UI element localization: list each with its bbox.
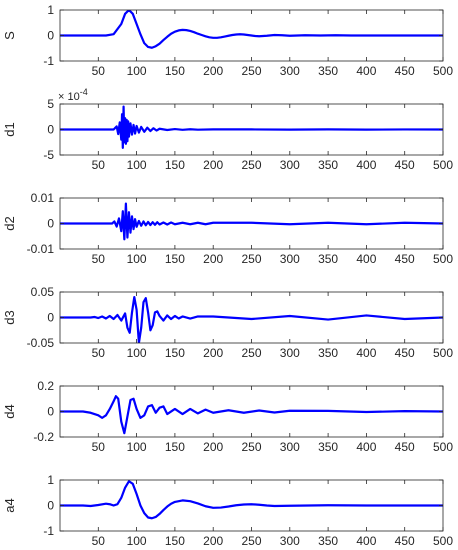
y-axis-label: d2 — [2, 216, 17, 230]
series-line-d4 — [60, 395, 443, 435]
x-tick-label: 200 — [203, 346, 223, 360]
subplot-d2: 50 100 150 200 250 300 350 400 450 500 0.01 0 -0.01 d… — [2, 191, 453, 266]
x-tick-label: 350 — [318, 534, 338, 548]
x-tick-label: 500 — [433, 346, 453, 360]
x-tick-label: 50 — [92, 64, 106, 78]
y-axis-label: a4 — [2, 498, 17, 512]
x-tick-label: 150 — [165, 534, 185, 548]
x-tick-label: 100 — [127, 158, 147, 172]
x-tick-label: 400 — [356, 534, 376, 548]
x-tick-label: 400 — [356, 440, 376, 454]
y-tick-label: 0.2 — [37, 379, 54, 393]
y-tick-label: -5 — [43, 148, 54, 162]
x-tick-label: 500 — [433, 534, 453, 548]
series-line-d3 — [60, 296, 443, 343]
y-tick-label: 0 — [47, 405, 54, 419]
y-tick-label: 0.01 — [31, 191, 55, 205]
x-tick-label: 300 — [280, 534, 300, 548]
x-tick-label: 100 — [127, 252, 147, 266]
x-tick-label: 50 — [92, 346, 106, 360]
x-tick-label: 250 — [241, 440, 261, 454]
y-tick-label: 1 — [47, 3, 54, 17]
y-tick-label: 1 — [47, 473, 54, 487]
series-line-a4 — [60, 480, 443, 520]
x-tick-label: 350 — [318, 440, 338, 454]
x-tick-label: 350 — [318, 252, 338, 266]
series-line-S — [60, 10, 443, 49]
y-tick-label: 0 — [47, 29, 54, 43]
x-tick-label: 100 — [127, 534, 147, 548]
y-tick-label: 5 — [47, 97, 54, 111]
y-axis-label: d4 — [2, 404, 17, 418]
x-tick-label: 100 — [127, 346, 147, 360]
x-tick-label: 200 — [203, 158, 223, 172]
y-axis-label: d1 — [2, 122, 17, 136]
x-tick-label: 250 — [241, 158, 261, 172]
x-tick-label: 200 — [203, 64, 223, 78]
x-tick-label: 300 — [280, 346, 300, 360]
x-tick-label: 450 — [395, 64, 415, 78]
series-line-d1 — [60, 105, 443, 149]
y-tick-label: -1 — [43, 54, 54, 68]
x-tick-label: 200 — [203, 252, 223, 266]
x-tick-label: 500 — [433, 440, 453, 454]
x-tick-label: 150 — [165, 252, 185, 266]
x-tick-label: 100 — [127, 440, 147, 454]
x-tick-label: 150 — [165, 346, 185, 360]
y-tick-label: 0.05 — [31, 285, 55, 299]
x-tick-label: 300 — [280, 252, 300, 266]
y-tick-label: 0 — [47, 311, 54, 325]
series-line-d2 — [60, 202, 443, 241]
x-tick-label: 450 — [395, 534, 415, 548]
x-tick-label: 400 — [356, 252, 376, 266]
x-tick-label: 400 — [356, 346, 376, 360]
subplot-d4: 50 100 150 200 250 300 350 400 450 500 0.2 0 -0.2 d4 — [2, 379, 453, 454]
x-tick-label: 150 — [165, 440, 185, 454]
x-tick-label: 100 — [127, 64, 147, 78]
x-tick-label: 50 — [92, 440, 106, 454]
x-tick-label: 150 — [165, 158, 185, 172]
x-tick-label: 250 — [241, 346, 261, 360]
x-tick-label: 150 — [165, 64, 185, 78]
x-tick-label: 50 — [92, 534, 106, 548]
x-tick-label: 50 — [92, 252, 106, 266]
subplot-a4: 50 100 150 200 250 300 350 400 450 500 1 0 -1 a4 — [2, 473, 453, 548]
x-tick-label: 300 — [280, 64, 300, 78]
x-tick-label: 400 — [356, 64, 376, 78]
y-tick-label: 0 — [47, 217, 54, 231]
x-tick-label: 350 — [318, 64, 338, 78]
y-exponent-label: × 10-4 — [58, 87, 88, 103]
x-tick-label: 300 — [280, 158, 300, 172]
x-tick-label: 450 — [395, 158, 415, 172]
x-tick-label: 50 — [92, 158, 106, 172]
x-tick-label: 500 — [433, 64, 453, 78]
y-axis-label: S — [2, 31, 17, 40]
y-tick-label: 0 — [47, 499, 54, 513]
x-tick-label: 500 — [433, 252, 453, 266]
subplot-S: 50 100 150 200 250 300 350 400 450 500 1 0 -1 S — [2, 3, 453, 78]
x-tick-label: 300 — [280, 440, 300, 454]
x-tick-label: 350 — [318, 158, 338, 172]
y-tick-label: 0 — [47, 123, 54, 137]
x-tick-label: 350 — [318, 346, 338, 360]
x-tick-label: 250 — [241, 252, 261, 266]
x-tick-label: 250 — [241, 534, 261, 548]
y-tick-label: -1 — [43, 524, 54, 538]
y-tick-label: -0.05 — [27, 336, 55, 350]
y-tick-label: -0.01 — [27, 242, 55, 256]
x-tick-label: 450 — [395, 252, 415, 266]
y-tick-label: -0.2 — [33, 430, 54, 444]
subplot-d3: 50 100 150 200 250 300 350 400 450 500 0.05 0 -0.05 d… — [2, 285, 453, 360]
x-tick-label: 500 — [433, 158, 453, 172]
x-tick-label: 200 — [203, 440, 223, 454]
y-axis-label: d3 — [2, 310, 17, 324]
x-tick-label: 400 — [356, 158, 376, 172]
x-tick-label: 200 — [203, 534, 223, 548]
x-tick-label: 250 — [241, 64, 261, 78]
x-tick-label: 450 — [395, 346, 415, 360]
x-tick-label: 450 — [395, 440, 415, 454]
